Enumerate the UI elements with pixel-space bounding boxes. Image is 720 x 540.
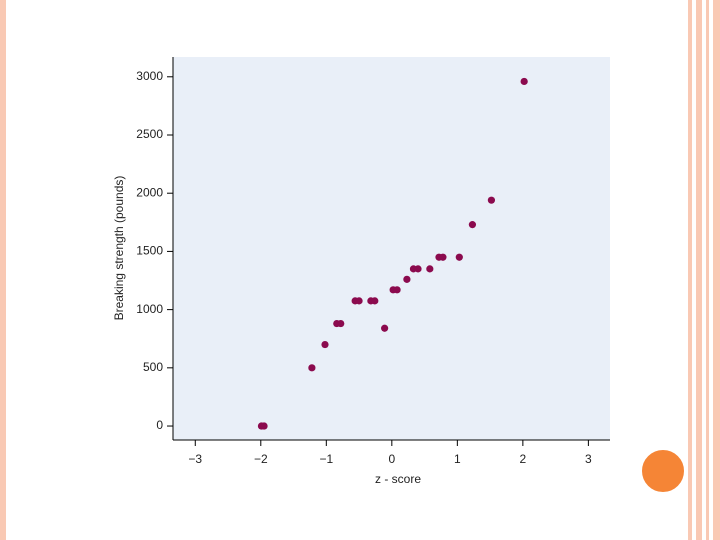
x-tick-label: 2 — [520, 452, 527, 466]
point — [381, 324, 389, 332]
point — [337, 319, 345, 328]
point — [393, 286, 401, 294]
point — [321, 340, 329, 349]
point — [371, 297, 379, 305]
point — [355, 297, 363, 305]
point — [487, 196, 496, 204]
x-tick-label: −2 — [254, 452, 268, 466]
point — [426, 265, 434, 273]
point — [308, 364, 316, 372]
x-axis-label: z - score — [375, 472, 421, 486]
y-tick-label: 3000 — [136, 69, 163, 83]
point — [403, 275, 411, 283]
y-tick-label: 2500 — [136, 127, 163, 141]
point — [520, 77, 528, 86]
point — [439, 253, 447, 261]
y-tick-label: 0 — [156, 418, 163, 432]
x-tick-label: −1 — [319, 452, 333, 466]
point — [414, 265, 422, 273]
right-stripe — [688, 0, 692, 540]
left-stripe — [0, 0, 6, 540]
x-tick-label: 1 — [454, 452, 461, 466]
plot-area — [173, 57, 610, 440]
chart: 0 500 1000 1500 2000 2500 3000 −3 −2 −1 0 1 2 3 — [136, 57, 610, 466]
point — [455, 253, 463, 261]
y-tick-label: 1500 — [136, 244, 163, 258]
y-axis-label: Breaking strength (pounds) — [112, 176, 126, 321]
right-stripe — [706, 0, 709, 540]
y-tick-label: 2000 — [136, 185, 163, 199]
x-tick-label: 3 — [585, 452, 592, 466]
point — [468, 221, 477, 229]
y-tick-label: 1000 — [136, 302, 163, 316]
x-tick-label: −3 — [188, 452, 202, 466]
right-stripe — [713, 0, 720, 540]
point — [260, 422, 268, 430]
y-tick-label: 500 — [143, 360, 163, 374]
decor-circle — [640, 448, 686, 494]
right-stripe — [696, 0, 702, 540]
x-tick-label: 0 — [388, 452, 395, 466]
